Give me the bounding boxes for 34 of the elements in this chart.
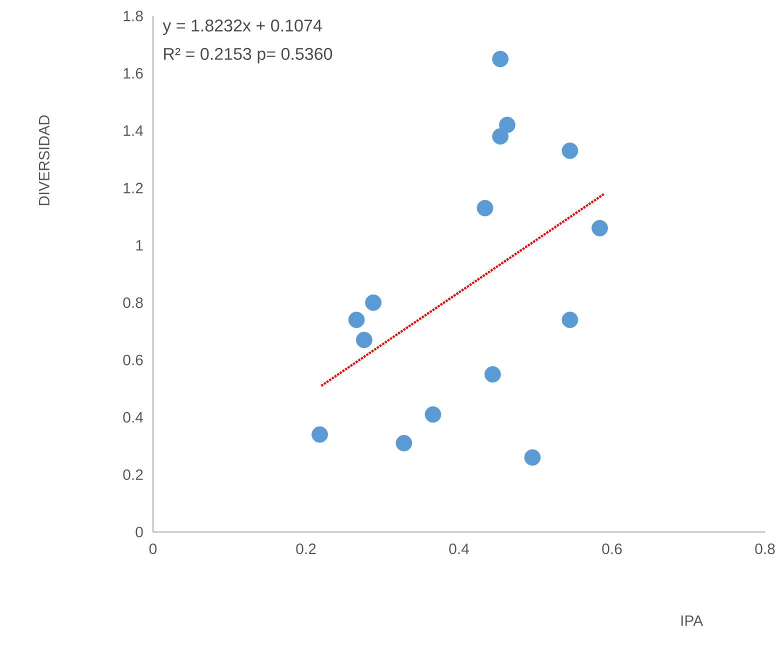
annotation: R² = 0.2153 p= 0.5360 <box>164 48 332 64</box>
point <box>348 312 365 328</box>
point <box>562 312 578 328</box>
x-tick-label: 0.2 <box>296 544 316 554</box>
y-tick-label: 0.4 <box>123 412 144 423</box>
point <box>592 220 608 236</box>
y-tick-label: 0 <box>136 526 143 538</box>
y-tick-label: 0.6 <box>123 354 143 366</box>
point <box>424 406 442 423</box>
point <box>484 366 501 383</box>
y-tick-label: 1.8 <box>124 10 143 22</box>
y-tick-label: 1 <box>136 240 143 250</box>
y-tick-label: 1.6 <box>124 68 143 79</box>
point <box>312 426 328 443</box>
y-axis-title: DIVERSIDAD <box>38 115 50 206</box>
point <box>492 128 509 145</box>
y-tick-label: 0.8 <box>123 297 143 308</box>
y-tick-label: 0.2 <box>123 469 143 480</box>
x-tick-label: 0.6 <box>602 544 622 554</box>
point <box>476 200 494 216</box>
point <box>365 294 382 311</box>
point <box>562 142 578 159</box>
point <box>492 50 509 68</box>
point <box>396 434 412 452</box>
point <box>499 116 516 134</box>
point <box>524 449 541 466</box>
x-axis-title: IPA <box>681 616 704 626</box>
y-tick-label: 1.4 <box>124 126 144 136</box>
x-tick-label: 0.4 <box>449 544 469 554</box>
y-tick-label: 1.2 <box>124 182 143 194</box>
point <box>356 332 372 348</box>
x-tick-label: 0 <box>149 544 157 554</box>
x-tick-label: 0.8 <box>755 544 775 554</box>
annotation: y = 1.8232x + 0.1074 <box>162 20 322 35</box>
